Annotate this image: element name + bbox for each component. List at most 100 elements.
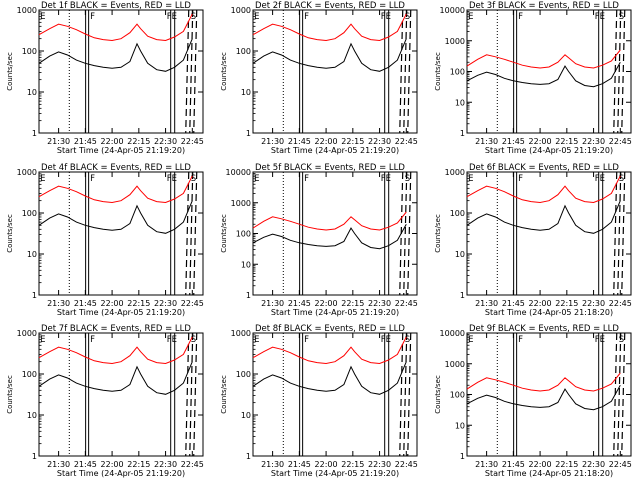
panel-title: Det 9f BLACK = Events, RED = LLD (469, 324, 619, 334)
panel-title: Det 5f BLACK = Events, RED = LLD (255, 163, 405, 173)
panel-title: Det 1f BLACK = Events, RED = LLD (41, 1, 191, 11)
series-line-lld (252, 13, 407, 42)
y-tick-label: 1 (32, 129, 37, 138)
panel-title: Det 4f BLACK = Events, RED = LLD (41, 163, 191, 173)
y-axis-label: Counts/sec (220, 375, 228, 414)
x-tick-label: 22:15 (555, 299, 578, 308)
x-tick-label: 22:30 (368, 299, 391, 308)
y-tick-label: 10000 (440, 329, 465, 338)
x-tick-label: 22:00 (101, 137, 124, 146)
marker-line-S (185, 9, 190, 134)
panel-title: Det 7f BLACK = Events, RED = LLD (41, 324, 191, 334)
x-axis-label: Start Time (24-Apr-05 21:19:20) (271, 146, 399, 155)
marker-letter-E: E (254, 335, 259, 345)
x-tick-label: 22:00 (315, 137, 338, 146)
x-tick-label: 21:45 (74, 137, 97, 146)
y-tick-label: 1000 (231, 329, 251, 338)
panel-title: Det 8f BLACK = Events, RED = LLD (255, 324, 405, 334)
y-tick-label: 1000 (17, 329, 37, 338)
y-tick-label: 1000 (445, 37, 465, 46)
x-tick-label: 21:30 (475, 460, 498, 469)
marker-line-S (185, 171, 190, 296)
x-tick-label: 22:45 (609, 460, 632, 469)
marker-letter-F: F (518, 174, 523, 184)
marker-letter-F: F (90, 12, 95, 22)
series-line-events (38, 361, 193, 395)
y-tick-label: 10 (241, 411, 251, 420)
x-tick-label: 21:30 (47, 460, 70, 469)
plot-frame (38, 332, 204, 457)
y-tick-label: 1000 (445, 168, 465, 177)
x-tick-label: 22:15 (127, 137, 150, 146)
y-tick-label: 1 (32, 291, 37, 300)
marker-line-S (185, 332, 190, 457)
series-line-lld (252, 336, 407, 365)
y-tick-label: 10 (241, 88, 251, 97)
y-axis-label: Counts/sec (6, 214, 14, 253)
y-tick-label: 1 (460, 129, 465, 138)
x-tick-label: 22:45 (609, 137, 632, 146)
marker-letter-S: S (191, 174, 196, 184)
panel-det-8: Det 8f BLACK = Events, RED = LLD 1 10 100 10… (220, 324, 418, 478)
x-tick-label: 22:15 (555, 460, 578, 469)
y-tick-label: 1000 (17, 6, 37, 15)
x-tick-label: 21:30 (261, 299, 284, 308)
marker-letter-E: E (468, 335, 473, 345)
marker-letter-E: E (40, 335, 45, 345)
y-tick-label: 100 (236, 370, 251, 379)
marker-letter-F: F (304, 335, 309, 345)
marker-line-S (189, 171, 194, 296)
marker-letter-FE: FE (595, 12, 605, 22)
y-tick-label: 1000 (231, 199, 251, 208)
series-line-lld (466, 372, 621, 392)
x-axis-label: Start Time (24-Apr-05 21:19:20) (57, 146, 185, 155)
x-axis-label: Start Time (24-Apr-05 21:19:20) (485, 146, 613, 155)
marker-line-S (407, 171, 412, 296)
marker-line-S (617, 9, 622, 134)
x-tick-label: 22:00 (101, 299, 124, 308)
y-tick-label: 100 (450, 391, 465, 400)
marker-letter-FE: FE (381, 335, 391, 345)
y-tick-label: 1 (460, 291, 465, 300)
marker-letter-FE: FE (381, 12, 391, 22)
series-line-events (466, 61, 621, 88)
x-tick-label: 22:30 (368, 460, 391, 469)
marker-line-S (407, 332, 412, 457)
x-tick-label: 22:45 (181, 460, 204, 469)
plot-frame (252, 171, 418, 296)
x-tick-label: 22:15 (127, 299, 150, 308)
marker-line-S (621, 332, 626, 457)
x-tick-label: 21:30 (47, 299, 70, 308)
plot-frame (252, 332, 418, 457)
y-tick-label: 1000 (445, 360, 465, 369)
y-tick-label: 10 (27, 411, 37, 420)
series-line-events (252, 361, 407, 395)
marker-line-S (399, 9, 404, 134)
x-tick-label: 22:00 (315, 460, 338, 469)
x-tick-label: 22:15 (555, 137, 578, 146)
y-tick-label: 10 (27, 88, 37, 97)
x-tick-label: 22:45 (395, 299, 418, 308)
marker-letter-F: F (304, 12, 309, 22)
plot-frame (466, 171, 632, 296)
x-tick-label: 22:00 (529, 460, 552, 469)
x-tick-label: 22:30 (154, 460, 177, 469)
marker-letter-E: E (468, 12, 473, 22)
y-tick-label: 10 (455, 421, 465, 430)
x-axis-label: Start Time (24-Apr-05 21:19:20) (271, 308, 399, 317)
marker-letter-E: E (468, 174, 473, 184)
marker-letter-FE: FE (167, 12, 177, 22)
marker-line-S (193, 171, 198, 296)
x-tick-label: 22:30 (582, 460, 605, 469)
y-tick-label: 100 (236, 47, 251, 56)
x-tick-label: 22:45 (609, 299, 632, 308)
x-tick-label: 21:30 (475, 137, 498, 146)
y-axis-label: Counts/sec (434, 52, 442, 91)
x-tick-label: 22:00 (101, 460, 124, 469)
marker-letter-F: F (90, 174, 95, 184)
x-tick-label: 22:45 (395, 460, 418, 469)
marker-line-S (193, 9, 198, 134)
x-tick-label: 22:00 (529, 137, 552, 146)
marker-letter-S: S (191, 12, 196, 22)
panel-title: Det 6f BLACK = Events, RED = LLD (469, 163, 619, 173)
